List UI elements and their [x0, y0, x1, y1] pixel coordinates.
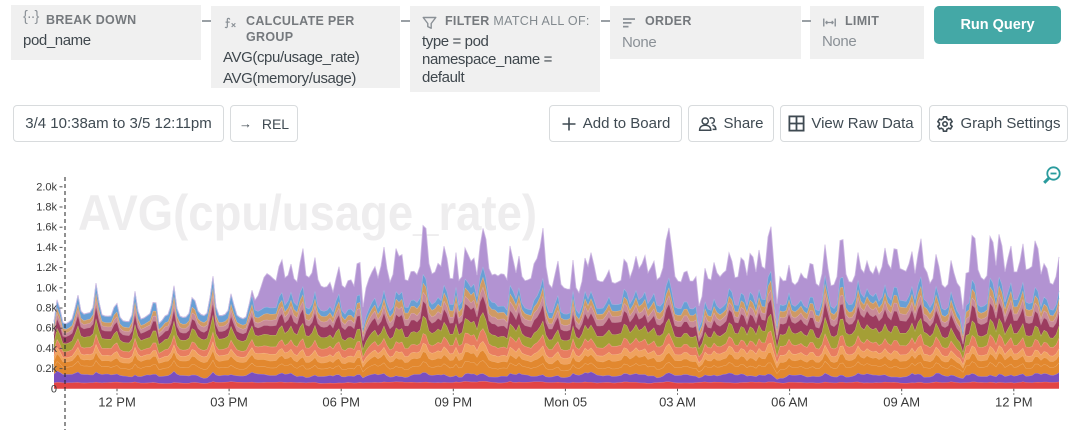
svg-text:AVG(cpu/usage_rate): AVG(cpu/usage_rate) [78, 185, 537, 241]
svg-text:0.4k: 0.4k [36, 343, 57, 355]
svg-text:09 PM: 09 PM [435, 394, 473, 409]
svg-text:Mon 05: Mon 05 [544, 394, 587, 409]
svg-text:2.0k: 2.0k [36, 181, 57, 193]
svg-text:0.8k: 0.8k [36, 303, 57, 315]
svg-text:09 AM: 09 AM [883, 394, 920, 409]
svg-text:06 PM: 06 PM [322, 394, 360, 409]
svg-text:1.6k: 1.6k [36, 222, 57, 234]
svg-text:06 AM: 06 AM [771, 394, 808, 409]
svg-text:0: 0 [51, 383, 57, 395]
svg-text:0.2k: 0.2k [36, 363, 57, 375]
svg-text:12 PM: 12 PM [995, 394, 1033, 409]
svg-text:1.0k: 1.0k [36, 282, 57, 294]
svg-text:1.4k: 1.4k [36, 242, 57, 254]
svg-text:03 PM: 03 PM [210, 394, 248, 409]
svg-text:1.8k: 1.8k [36, 202, 57, 214]
svg-text:03 AM: 03 AM [659, 394, 696, 409]
svg-text:0.6k: 0.6k [36, 323, 57, 335]
svg-text:12 PM: 12 PM [98, 394, 136, 409]
svg-text:1.2k: 1.2k [36, 262, 57, 274]
